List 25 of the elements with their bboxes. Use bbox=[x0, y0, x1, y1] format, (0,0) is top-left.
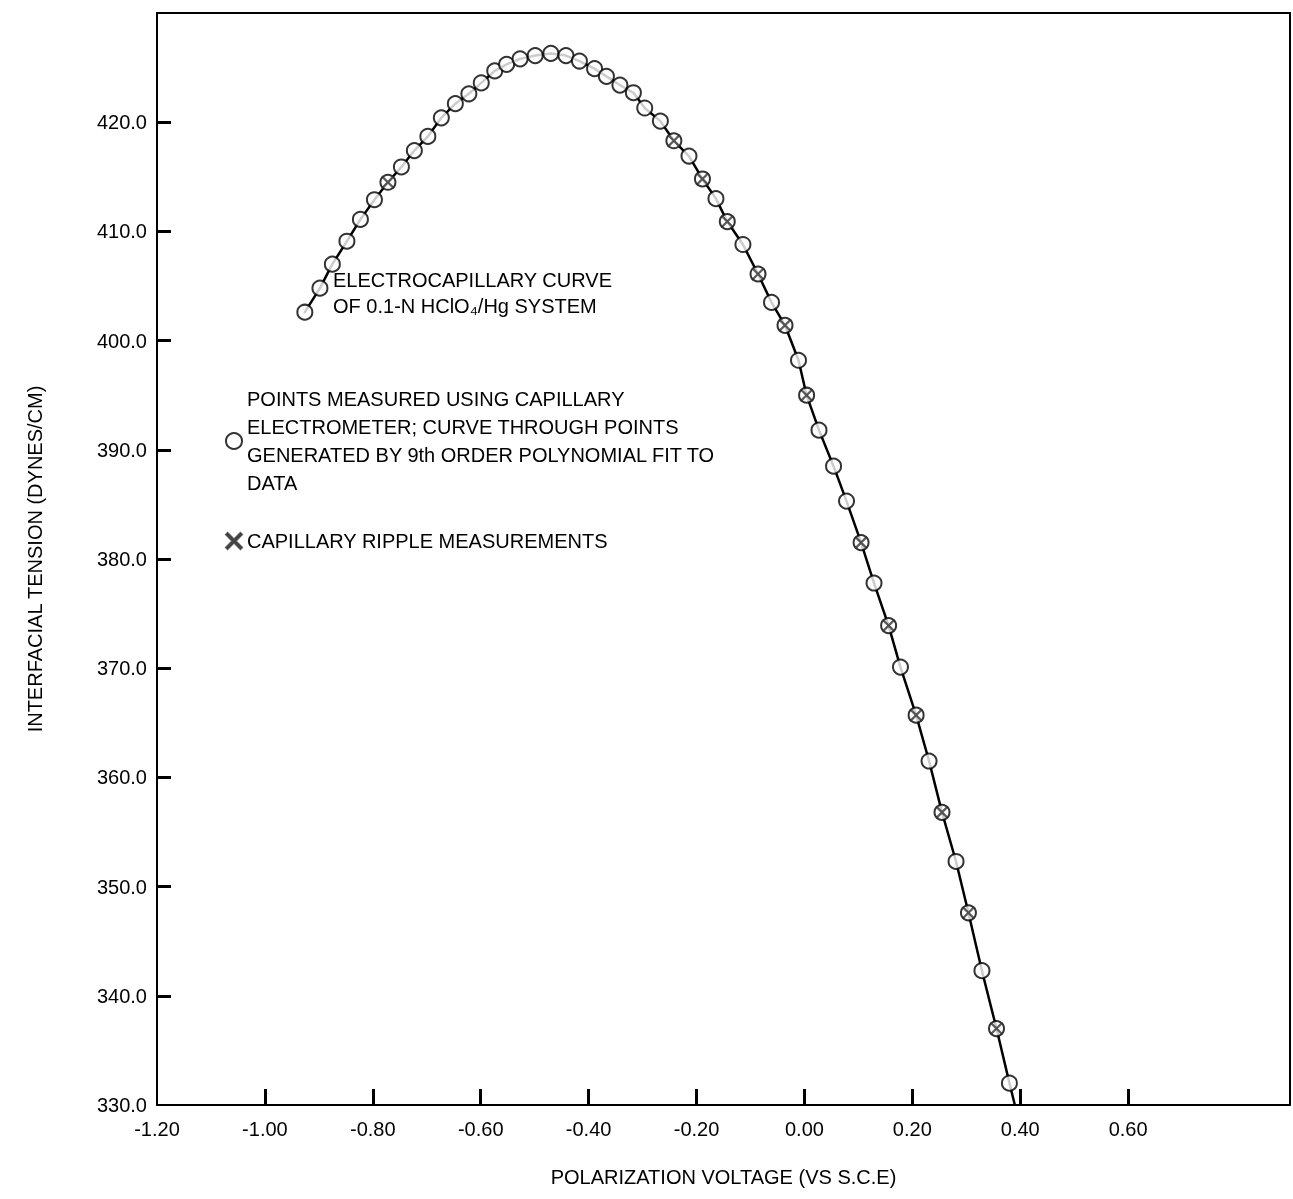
x-tick-label: -0.20 bbox=[673, 1118, 720, 1140]
legend-label: CAPILLARY RIPPLE MEASUREMENTS bbox=[247, 530, 608, 552]
y-tick-label: 380.0 bbox=[96, 548, 147, 570]
y-axis-title: INTERFACIAL TENSION (DYNES/CM) bbox=[24, 385, 46, 733]
x-tick-label: -0.40 bbox=[565, 1118, 612, 1140]
x-axis-title: POLARIZATION VOLTAGE (VS S.C.E) bbox=[550, 1166, 897, 1188]
legend-label: POINTS MEASURED USING CAPILLARY ELECTROMETER; CURVE THROUGH POINTS GENERATED BY 9th ORDER POLYNOMIAL FIT TO DATA bbox=[247, 388, 720, 494]
y-tick-label: 350.0 bbox=[96, 875, 147, 898]
x-tick-label: -0.60 bbox=[457, 1118, 504, 1140]
y-tick-label: 370.0 bbox=[96, 657, 147, 680]
y-tick-label: 360.0 bbox=[96, 766, 147, 789]
y-tick-label: 390.0 bbox=[96, 438, 147, 461]
y-tick-label: 420.0 bbox=[96, 111, 147, 134]
text: ELECTROCAPILLARY CURVE OF 0.1-N HClO₄/Hg SYSTEM bbox=[333, 269, 618, 317]
x-tick-label: -0.80 bbox=[350, 1118, 396, 1140]
y-tick-label: 330.0 bbox=[96, 1094, 147, 1116]
x-tick-label: -1.00 bbox=[242, 1118, 288, 1140]
x-tick-label: -1.20 bbox=[134, 1118, 180, 1140]
y-tick-label: 340.0 bbox=[96, 984, 147, 1007]
y-tick-label: 400.0 bbox=[96, 329, 147, 352]
x-tick-label: 0.60 bbox=[1108, 1118, 1148, 1140]
y-tick-label: 410.0 bbox=[96, 220, 147, 243]
x-tick-label: 0.20 bbox=[892, 1118, 932, 1140]
x-tick-label: 0.00 bbox=[784, 1118, 824, 1140]
x-tick-label: 0.40 bbox=[1000, 1118, 1040, 1140]
